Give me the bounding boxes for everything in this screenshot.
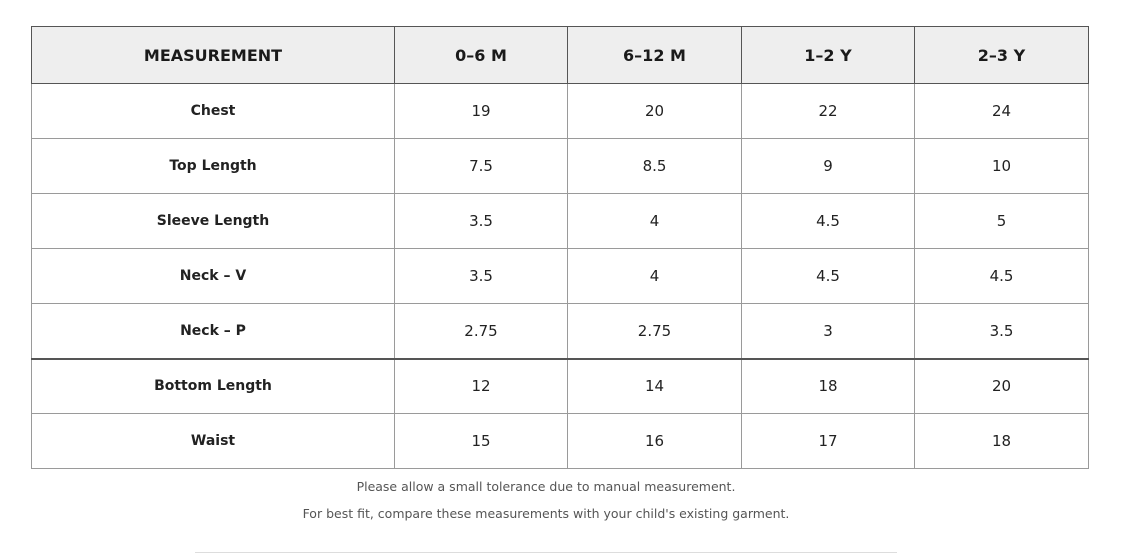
table-cell: 18	[741, 357, 915, 414]
table-cell: 3.5	[394, 248, 568, 304]
table-cell: 3.5	[914, 303, 1089, 359]
table-cell: 3.5	[394, 193, 568, 249]
table-row: Chest 19 20 22 24	[31, 83, 1089, 139]
header-size-2-3y: 2–3 Y	[914, 26, 1089, 84]
table-row: Neck – P 2.75 2.75 3 3.5	[31, 303, 1089, 359]
row-label: Neck – V	[31, 248, 395, 304]
table-cell: 19	[394, 83, 568, 139]
table-cell: 4.5	[741, 248, 915, 304]
table-row: Top Length 7.5 8.5 9 10	[31, 138, 1089, 194]
table-cell: 20	[914, 357, 1089, 414]
table-cell: 4.5	[741, 193, 915, 249]
table-cell: 4	[567, 193, 742, 249]
row-label: Neck – P	[31, 303, 395, 359]
table-header-row: MEASUREMENT 0–6 M 6–12 M 1–2 Y 2–3 Y	[31, 26, 1089, 84]
tolerance-note: Please allow a small tolerance due to ma…	[356, 479, 736, 494]
table-cell: 4.5	[914, 248, 1089, 304]
table-cell: 12	[394, 357, 568, 414]
table-cell: 17	[741, 413, 915, 469]
table-cell: 8.5	[567, 138, 742, 194]
table-cell: 3	[741, 303, 915, 359]
header-size-0-6m: 0–6 M	[394, 26, 568, 84]
row-label: Chest	[31, 83, 395, 139]
row-label: Bottom Length	[31, 357, 395, 414]
table-row: Sleeve Length 3.5 4 4.5 5	[31, 193, 1089, 249]
table-row: Waist 15 16 17 18	[31, 413, 1089, 469]
row-label: Sleeve Length	[31, 193, 395, 249]
table-cell: 2.75	[394, 303, 568, 359]
table-cell: 14	[567, 357, 742, 414]
table-cell: 4	[567, 248, 742, 304]
table-cell: 22	[741, 83, 915, 139]
header-size-1-2y: 1–2 Y	[741, 26, 915, 84]
table-cell: 9	[741, 138, 915, 194]
table-cell: 15	[394, 413, 568, 469]
header-measurement: MEASUREMENT	[31, 26, 395, 84]
row-label: Top Length	[31, 138, 395, 194]
table-cell: 2.75	[567, 303, 742, 359]
table-row: Bottom Length 12 14 18 20	[31, 357, 1089, 414]
table-cell: 24	[914, 83, 1089, 139]
table-cell: 20	[567, 83, 742, 139]
table-cell: 18	[914, 413, 1089, 469]
table-cell: 10	[914, 138, 1089, 194]
size-chart-table: MEASUREMENT 0–6 M 6–12 M 1–2 Y 2–3 Y Che…	[31, 26, 1089, 469]
fit-note: For best fit, compare these measurements…	[302, 506, 790, 521]
table-cell: 16	[567, 413, 742, 469]
table-cell: 5	[914, 193, 1089, 249]
divider	[195, 552, 897, 553]
table-row: Neck – V 3.5 4 4.5 4.5	[31, 248, 1089, 304]
row-label: Waist	[31, 413, 395, 469]
header-size-6-12m: 6–12 M	[567, 26, 742, 84]
table-cell: 7.5	[394, 138, 568, 194]
